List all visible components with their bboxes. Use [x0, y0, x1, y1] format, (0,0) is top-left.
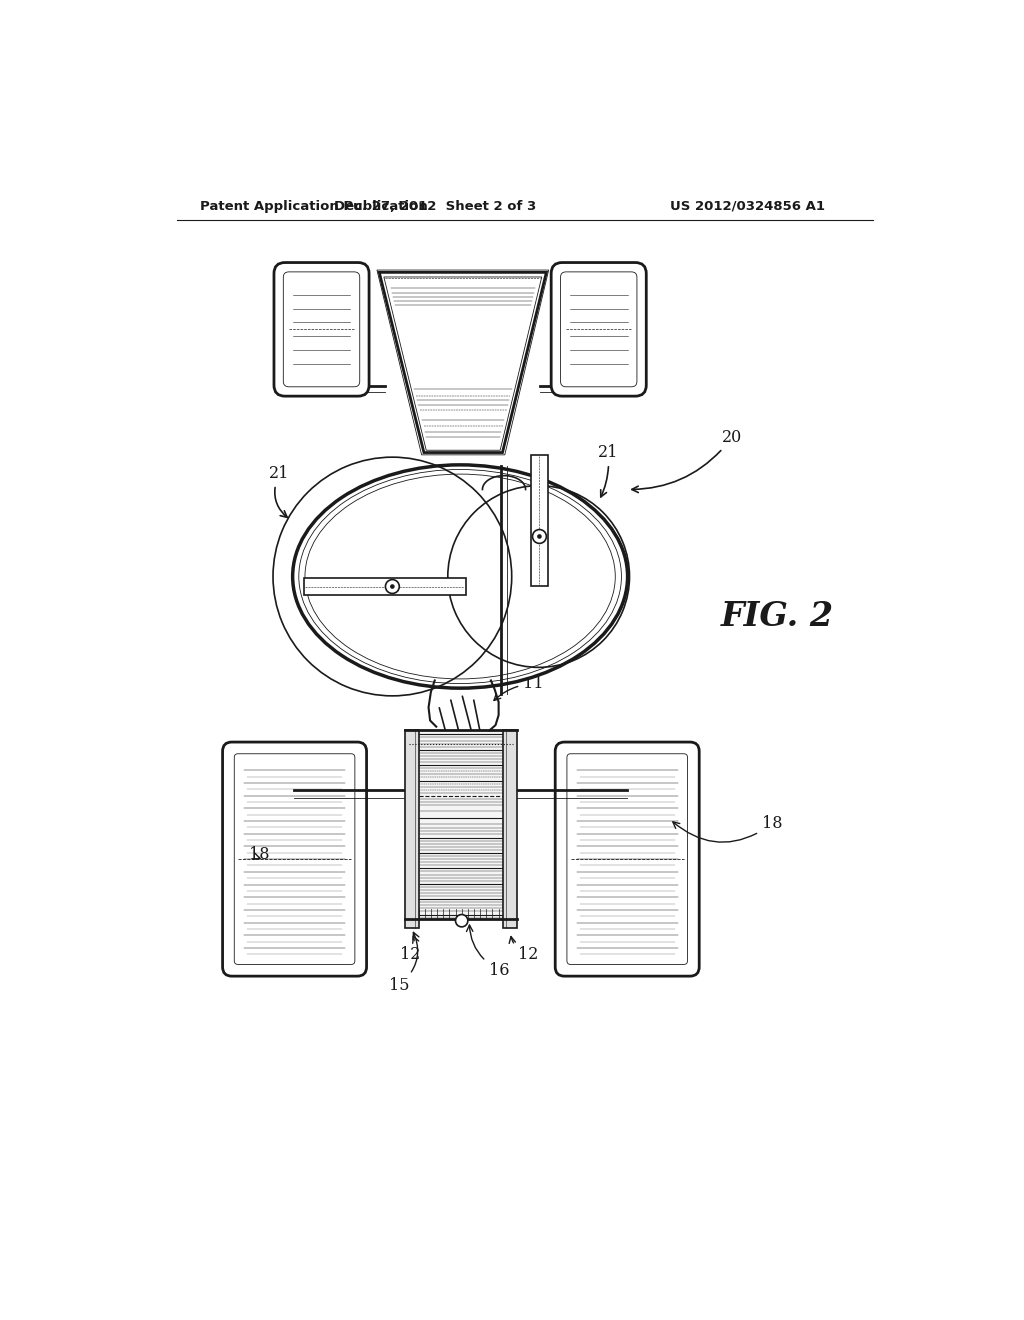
Ellipse shape — [293, 465, 628, 688]
Text: 12: 12 — [509, 936, 539, 964]
FancyBboxPatch shape — [274, 263, 369, 396]
FancyBboxPatch shape — [222, 742, 367, 977]
Text: 21: 21 — [269, 465, 290, 517]
Bar — [503, 730, 517, 928]
Text: 18: 18 — [673, 816, 782, 842]
Text: Patent Application Publication: Patent Application Publication — [200, 199, 428, 213]
FancyBboxPatch shape — [555, 742, 699, 977]
Text: 12: 12 — [400, 936, 421, 964]
Text: FIG. 2: FIG. 2 — [721, 601, 834, 634]
Text: 15: 15 — [388, 932, 419, 994]
Text: 21: 21 — [598, 444, 618, 496]
Text: 16: 16 — [467, 925, 509, 978]
Text: 11: 11 — [494, 675, 544, 701]
Text: Dec. 27, 2012  Sheet 2 of 3: Dec. 27, 2012 Sheet 2 of 3 — [334, 199, 536, 213]
Bar — [404, 730, 419, 928]
Polygon shape — [379, 272, 547, 453]
Text: US 2012/0324856 A1: US 2012/0324856 A1 — [670, 199, 824, 213]
Polygon shape — [304, 578, 466, 595]
Text: 20: 20 — [632, 429, 742, 492]
FancyBboxPatch shape — [551, 263, 646, 396]
Polygon shape — [531, 455, 548, 586]
Bar — [419, 730, 503, 919]
Circle shape — [385, 579, 399, 594]
Circle shape — [532, 529, 547, 544]
Text: 18: 18 — [249, 846, 269, 863]
Circle shape — [456, 915, 468, 927]
Circle shape — [538, 535, 542, 539]
Circle shape — [390, 585, 394, 589]
